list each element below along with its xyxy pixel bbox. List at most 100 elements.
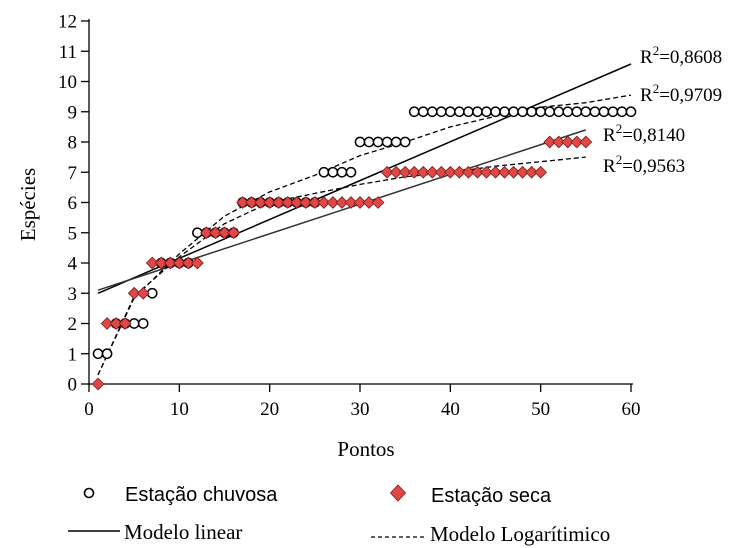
dry-point [489,165,502,179]
dry-point [543,135,557,149]
log-fit-curve [97,94,632,376]
rain-point [463,106,474,118]
dry-point [290,196,304,209]
rain-point [454,106,465,118]
legend: Estação chuvosa Estação seca Modelo line… [68,484,610,546]
dry-point [299,196,313,209]
rain-point [544,106,556,118]
x-tick-label: 60 [622,399,641,420]
y-axis-title: Espécies [16,168,40,241]
dry-point [462,165,475,179]
dry-point [182,256,195,270]
dry-point [362,196,376,209]
rain-point [345,166,357,178]
rain-point [589,106,601,118]
dry-point [163,256,177,270]
dry-point [317,196,331,209]
y-tick-label: 8 [68,133,78,154]
rain-point [435,106,447,118]
dry-point [516,165,529,179]
dry-point [154,256,168,270]
rain-point [101,348,113,360]
rain-point [535,106,547,118]
rain-point [598,106,610,118]
rain-point [580,106,592,118]
dry-point [127,286,141,300]
dry-point [145,256,159,270]
dry-point [570,135,584,149]
linear-fit-line [97,63,632,294]
dry-point [371,196,385,209]
dry-point [136,286,150,300]
x-axis-title: Pontos [337,437,394,461]
legend-dry-label: Estação seca [431,485,552,507]
rain-point [562,106,574,118]
rain-point [408,106,420,118]
y-tick-label: 1 [68,344,78,365]
dry-point [236,196,249,209]
dry-point [254,196,267,209]
y-tick-label: 5 [68,223,78,244]
r2-label: R2=0,9709 [640,81,722,106]
dry-point [534,165,548,179]
rain-point [444,106,456,118]
rain-point [417,106,429,118]
dry-point [335,196,349,209]
y-tick-label: 11 [59,42,77,63]
r2-label: R2=0,8608 [640,43,722,68]
dry-point [281,196,295,209]
rain-point [607,106,619,118]
dry-point [443,165,457,179]
legend-open-circle-marker [83,487,95,499]
y-tick-label: 10 [58,72,77,93]
rain-point [390,136,402,148]
dry-point [434,165,448,179]
x-tick-label: 10 [170,399,189,420]
dry-point [525,165,538,179]
x-tick-label: 50 [531,399,550,420]
rain-point [363,136,375,148]
rain-point [508,106,519,118]
x-tick-label: 40 [441,399,460,420]
rain-point [381,136,393,148]
rain-point [426,106,438,118]
rain-point [472,106,483,118]
dry-point [200,226,213,240]
data-points [91,106,637,391]
dry-point [471,165,484,179]
rain-point [372,136,384,148]
dry-point [498,165,511,179]
rain-point [517,106,528,118]
r2-annotations: R2=0,8608 R2=0,9709 R2=0,8140 R2=0,9563 [603,43,722,177]
dry-point [398,165,412,179]
dry-point [209,226,222,240]
x-tick-label: 20 [260,399,279,420]
rain-point [327,166,339,178]
y-tick-label: 7 [68,163,78,184]
x-tick-label: 0 [84,399,94,420]
rain-point [336,166,348,178]
dry-point [172,256,186,270]
rain-point [616,106,628,118]
dry-point [245,196,258,209]
y-tick-label: 6 [68,193,78,214]
rain-point [318,166,330,178]
rain-point [526,106,537,118]
r2-label: R2=0,8140 [603,121,685,146]
dry-point [552,135,566,149]
dry-point [91,377,105,391]
r2-label: R2=0,9563 [603,152,685,177]
rain-point [354,136,366,148]
dry-point [218,226,231,240]
dry-point [263,196,277,209]
dry-point [353,196,367,209]
dry-point [326,196,340,209]
dry-point [453,165,466,179]
legend-rain-label: Estação chuvosa [125,484,278,506]
rain-point [553,106,565,118]
dry-point [308,196,322,209]
dry-point [191,256,204,270]
dry-point [118,317,132,330]
rain-point [571,106,583,118]
